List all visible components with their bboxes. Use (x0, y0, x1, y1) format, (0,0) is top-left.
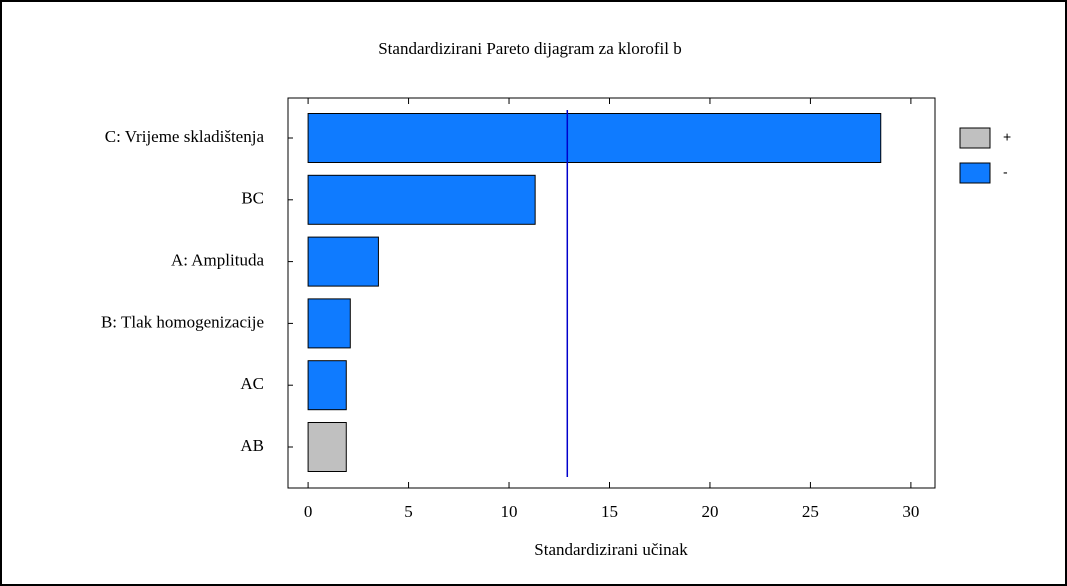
x-tick-label: 15 (601, 502, 618, 521)
bar (307, 236, 379, 287)
x-tick-label: 10 (501, 502, 518, 521)
x-tick-label: 0 (304, 502, 313, 521)
bar (307, 422, 347, 472)
legend-label: + (1003, 129, 1011, 145)
bar (307, 174, 536, 225)
x-tick-label: 25 (802, 502, 819, 521)
y-tick-label: AC (240, 374, 264, 393)
y-tick-label: A: Amplituda (171, 251, 264, 270)
bar (307, 360, 347, 411)
legend-label: - (1003, 164, 1008, 180)
x-tick-label: 5 (404, 502, 413, 521)
y-tick-label: B: Tlak homogenizacije (101, 312, 264, 331)
plot-area (287, 97, 936, 489)
x-tick-label: 30 (902, 502, 919, 521)
legend-swatch (959, 127, 991, 149)
bar (307, 113, 882, 163)
chart-title: Standardizirani Pareto dijagram za kloro… (378, 39, 682, 58)
y-tick-label: BC (241, 189, 264, 208)
x-tick-label: 20 (701, 502, 718, 521)
bar (307, 298, 351, 349)
x-axis-label: Standardizirani učinak (534, 540, 688, 559)
y-tick-label: AB (240, 436, 264, 455)
y-tick-label: C: Vrijeme skladištenja (105, 127, 265, 146)
legend-swatch (959, 162, 991, 184)
